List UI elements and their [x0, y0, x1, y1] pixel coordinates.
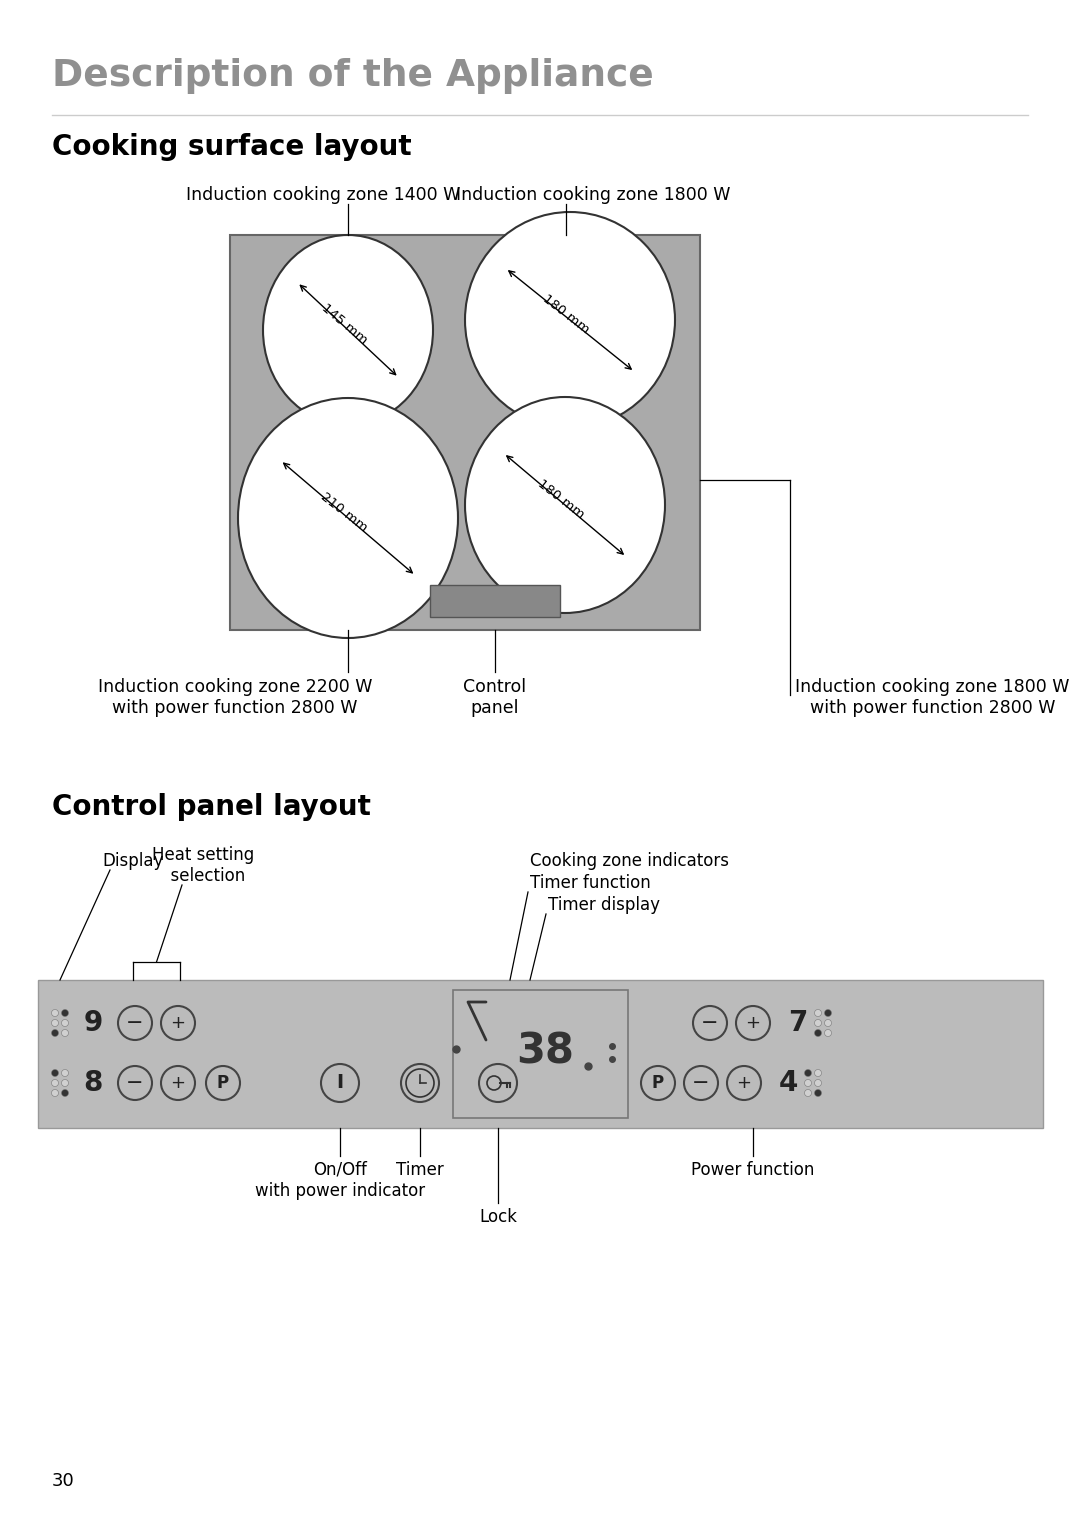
Ellipse shape: [465, 213, 675, 428]
Circle shape: [814, 1009, 822, 1017]
Text: −: −: [126, 1014, 144, 1034]
Circle shape: [642, 1066, 675, 1099]
Circle shape: [52, 1029, 58, 1037]
Circle shape: [52, 1020, 58, 1026]
Circle shape: [62, 1069, 68, 1076]
Bar: [230, 235, 700, 630]
Text: 210 mm: 210 mm: [319, 489, 369, 534]
Circle shape: [52, 1079, 58, 1087]
Text: P: P: [217, 1073, 229, 1092]
Circle shape: [52, 1069, 58, 1076]
Text: Induction cooking zone 1800 W: Induction cooking zone 1800 W: [456, 187, 730, 203]
Text: Induction cooking zone 1800 W
with power function 2800 W: Induction cooking zone 1800 W with power…: [795, 677, 1069, 717]
Text: Control
panel: Control panel: [463, 677, 527, 717]
Circle shape: [52, 1009, 58, 1017]
Text: P: P: [652, 1073, 664, 1092]
Circle shape: [814, 1079, 822, 1087]
Circle shape: [401, 1064, 438, 1102]
Text: Induction cooking zone 2200 W
with power function 2800 W: Induction cooking zone 2200 W with power…: [98, 677, 373, 717]
Circle shape: [824, 1020, 832, 1026]
Circle shape: [814, 1069, 822, 1076]
Text: Display: Display: [102, 852, 163, 870]
Text: 4: 4: [779, 1069, 798, 1096]
Circle shape: [62, 1020, 68, 1026]
Circle shape: [206, 1066, 240, 1099]
Circle shape: [805, 1090, 811, 1096]
Circle shape: [118, 1006, 152, 1040]
Text: −: −: [701, 1014, 719, 1034]
Circle shape: [161, 1066, 195, 1099]
Text: 8: 8: [83, 1069, 103, 1096]
Text: 7: 7: [788, 1009, 808, 1037]
Ellipse shape: [264, 235, 433, 425]
Bar: [430, 586, 561, 618]
Circle shape: [161, 1006, 195, 1040]
Circle shape: [824, 1029, 832, 1037]
Circle shape: [62, 1029, 68, 1037]
Text: +: +: [171, 1073, 186, 1092]
Circle shape: [62, 1090, 68, 1096]
Text: Cooking zone indicators: Cooking zone indicators: [530, 852, 729, 870]
Circle shape: [684, 1066, 718, 1099]
Circle shape: [118, 1066, 152, 1099]
Text: Lock: Lock: [480, 1208, 517, 1226]
Bar: [38, 980, 1043, 1128]
Text: Timer: Timer: [396, 1161, 444, 1179]
Circle shape: [693, 1006, 727, 1040]
Ellipse shape: [238, 398, 458, 638]
Text: −: −: [126, 1073, 144, 1093]
Text: Description of the Appliance: Description of the Appliance: [52, 58, 653, 93]
Text: +: +: [745, 1014, 760, 1032]
Circle shape: [406, 1069, 434, 1096]
Circle shape: [824, 1009, 832, 1017]
Text: 30: 30: [52, 1472, 75, 1489]
Circle shape: [62, 1079, 68, 1087]
Text: +: +: [171, 1014, 186, 1032]
Circle shape: [52, 1090, 58, 1096]
Circle shape: [735, 1006, 770, 1040]
Circle shape: [321, 1064, 359, 1102]
Circle shape: [805, 1069, 811, 1076]
Circle shape: [814, 1090, 822, 1096]
Text: Power function: Power function: [691, 1161, 814, 1179]
Ellipse shape: [465, 398, 665, 613]
Circle shape: [814, 1020, 822, 1026]
Text: Timer display: Timer display: [548, 896, 660, 914]
Text: 180 mm: 180 mm: [536, 477, 586, 521]
Text: Cooking surface layout: Cooking surface layout: [52, 133, 411, 161]
Circle shape: [62, 1009, 68, 1017]
Circle shape: [814, 1029, 822, 1037]
Text: +: +: [737, 1073, 752, 1092]
Circle shape: [805, 1079, 811, 1087]
Text: Induction cooking zone 1400 W: Induction cooking zone 1400 W: [186, 187, 460, 203]
Text: 9: 9: [83, 1009, 103, 1037]
Text: On/Off
with power indicator: On/Off with power indicator: [255, 1161, 426, 1200]
Text: 180 mm: 180 mm: [540, 292, 592, 336]
Circle shape: [480, 1064, 517, 1102]
FancyBboxPatch shape: [453, 989, 627, 1118]
Text: I: I: [337, 1073, 343, 1093]
Text: Control panel layout: Control panel layout: [52, 794, 370, 821]
Text: 38: 38: [516, 1031, 573, 1073]
Circle shape: [727, 1066, 761, 1099]
Text: Timer function: Timer function: [530, 875, 651, 891]
Text: Heat setting
  selection: Heat setting selection: [152, 846, 254, 885]
Text: −: −: [692, 1073, 710, 1093]
Text: 145 mm: 145 mm: [319, 301, 369, 347]
Circle shape: [487, 1076, 501, 1090]
